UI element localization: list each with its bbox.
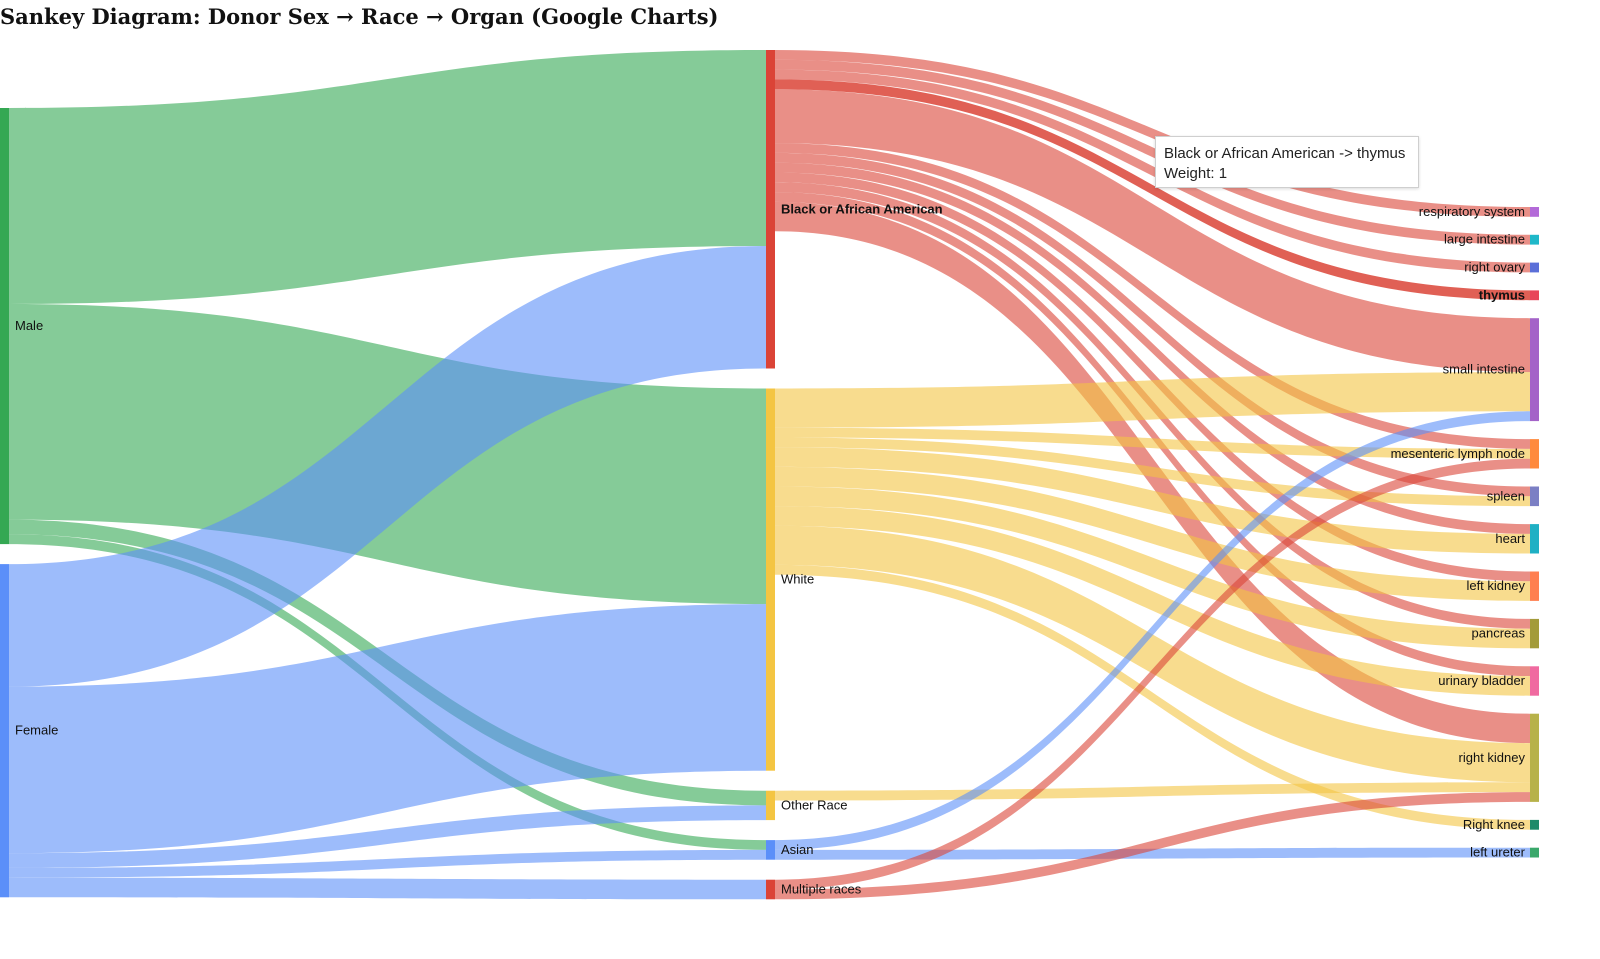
link-female-to-multiple-races[interactable] (9, 877, 766, 900)
node-label-multiple-races: Multiple races (781, 882, 862, 897)
node-asian[interactable] (766, 840, 775, 860)
node-label-black-or-african-american: Black or African American (781, 201, 943, 216)
node-label-right-knee: Right knee (1463, 817, 1525, 832)
page-title: Sankey Diagram: Donor Sex → Race → Organ… (0, 4, 719, 29)
link-female-to-asian[interactable] (9, 849, 766, 878)
link-black-or-african-american-to-left-kidney[interactable] (775, 172, 1530, 582)
link-black-or-african-american-to-urinary-bladder[interactable] (775, 192, 1530, 677)
node-black-or-african-american[interactable] (766, 50, 775, 369)
node-label-thymus: thymus (1479, 287, 1525, 302)
node-respiratory-system[interactable] (1530, 207, 1539, 217)
node-label-left-kidney: left kidney (1466, 578, 1525, 593)
node-label-small-intestine: small intestine (1443, 362, 1525, 377)
link-black-or-african-american-to-thymus[interactable] (775, 79, 1530, 301)
node-label-left-ureter: left ureter (1470, 845, 1526, 860)
link-asian-to-small-intestine[interactable] (775, 411, 1530, 850)
link-black-or-african-american-to-small-intestine[interactable] (775, 89, 1530, 373)
node-label-pancreas: pancreas (1472, 626, 1526, 641)
node-label-respiratory-system: respiratory system (1419, 204, 1525, 219)
sankey-labels: Male Female Black or African American White… (15, 201, 1526, 896)
link-white-to-right-kidney[interactable] (775, 525, 1530, 783)
link-tooltip: Black or African American -> thymus Weig… (1155, 136, 1419, 188)
node-label-right-kidney: right kidney (1459, 750, 1526, 765)
node-right-knee[interactable] (1530, 819, 1539, 830)
node-left-kidney[interactable] (1530, 571, 1539, 601)
node-label-asian: Asian (781, 842, 814, 857)
node-label-mesenteric-lymph-node: mesenteric lymph node (1391, 446, 1525, 461)
node-heart[interactable] (1530, 524, 1539, 554)
link-female-to-black-or-african-american[interactable] (9, 246, 766, 687)
sankey-links (9, 50, 1530, 900)
link-white-to-urinary-bladder[interactable] (775, 506, 1530, 696)
node-left-ureter[interactable] (1530, 847, 1539, 858)
node-label-male: Male (15, 318, 43, 333)
node-label-female: Female (15, 723, 58, 738)
link-white-to-heart[interactable] (775, 447, 1530, 554)
link-white-to-left-kidney[interactable] (775, 466, 1530, 601)
link-white-to-mesenteric-lymph-node[interactable] (775, 427, 1530, 459)
link-female-to-white[interactable] (9, 604, 766, 854)
link-male-to-black-or-african-american[interactable] (9, 50, 766, 304)
link-white-to-pancreas[interactable] (775, 486, 1530, 649)
tooltip-weight-text: Weight: 1 (1164, 165, 1228, 182)
link-black-or-african-american-to-heart[interactable] (775, 162, 1530, 534)
sankey-nodes (0, 50, 1539, 900)
node-large-intestine[interactable] (1530, 234, 1539, 245)
link-asian-to-left-ureter[interactable] (775, 847, 1530, 860)
node-white[interactable] (766, 388, 775, 771)
node-female[interactable] (0, 564, 9, 898)
link-black-or-african-american-to-spleen[interactable] (775, 152, 1530, 497)
link-white-to-spleen[interactable] (775, 437, 1530, 507)
node-label-right-ovary: right ovary (1464, 260, 1525, 275)
node-label-heart: heart (1495, 531, 1525, 546)
node-small-intestine[interactable] (1530, 318, 1539, 422)
link-black-or-african-american-to-mesenteric-lymph-node[interactable] (775, 143, 1530, 449)
node-multiple-races[interactable] (766, 879, 775, 900)
node-label-spleen: spleen (1487, 488, 1525, 503)
node-label-white: White (781, 572, 814, 587)
node-pancreas[interactable] (1530, 618, 1539, 649)
node-label-large-intestine: large intestine (1444, 232, 1525, 247)
node-right-ovary[interactable] (1530, 262, 1539, 273)
link-white-to-right-knee[interactable] (775, 564, 1530, 830)
node-right-kidney[interactable] (1530, 713, 1539, 802)
node-thymus[interactable] (1530, 290, 1539, 301)
node-urinary-bladder[interactable] (1530, 666, 1539, 696)
node-spleen[interactable] (1530, 486, 1539, 507)
node-other-race[interactable] (766, 790, 775, 821)
node-mesenteric-lymph-node[interactable] (1530, 439, 1539, 469)
link-white-to-small-intestine[interactable] (775, 372, 1530, 428)
link-black-or-african-american-to-respiratory-system[interactable] (775, 50, 1530, 217)
link-black-or-african-american-to-right-ovary[interactable] (775, 69, 1530, 273)
node-male[interactable] (0, 108, 9, 545)
link-multiple-races-to-mesenteric-lymph-node[interactable] (775, 458, 1530, 890)
node-label-other-race: Other Race (781, 797, 847, 812)
link-multiple-races-to-right-kidney[interactable] (775, 792, 1530, 900)
link-female-to-other-race[interactable] (9, 805, 766, 868)
link-black-or-african-american-to-large-intestine[interactable] (775, 59, 1530, 245)
tooltip-link-text: Black or African American -> thymus (1164, 145, 1406, 162)
node-label-urinary-bladder: urinary bladder (1438, 673, 1525, 688)
